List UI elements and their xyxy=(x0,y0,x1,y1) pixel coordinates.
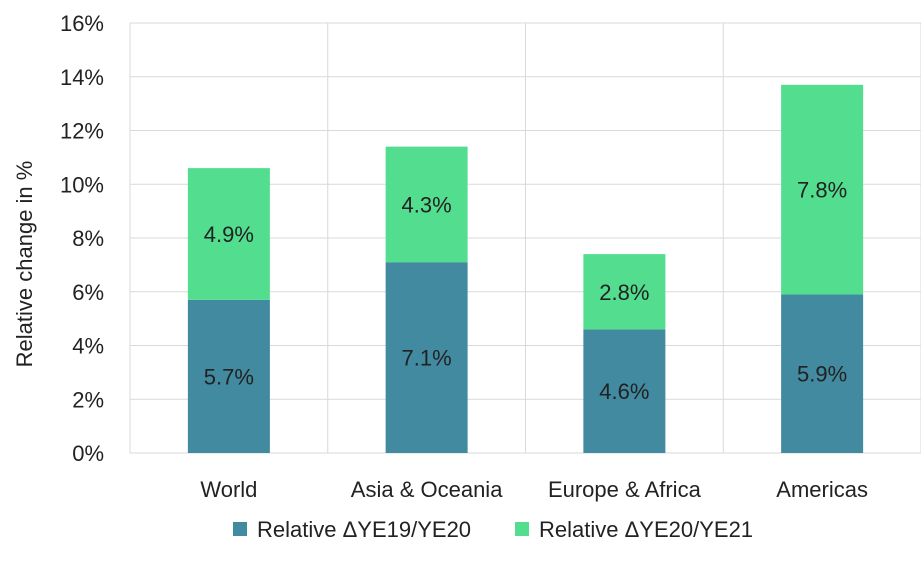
y-tick-label: 10% xyxy=(60,172,104,197)
bars xyxy=(187,84,864,453)
legend-swatch xyxy=(233,522,247,536)
x-category-label: Americas xyxy=(776,477,868,502)
legend: Relative ΔYE19/YE20 Relative ΔYE20/YE21 xyxy=(233,517,753,542)
bar-segment xyxy=(781,294,864,453)
legend-swatch xyxy=(515,522,529,536)
bar-data-label: 4.9% xyxy=(204,222,254,247)
bar-segment xyxy=(781,84,864,295)
bar-segment xyxy=(583,329,666,453)
x-category-label: Asia & Oceania xyxy=(351,477,503,502)
bar-data-label: 5.7% xyxy=(204,364,254,389)
bar-data-label: 7.8% xyxy=(797,178,847,203)
bar-segment xyxy=(187,168,270,300)
y-tick-label: 0% xyxy=(72,441,104,466)
y-tick-label: 2% xyxy=(72,387,104,412)
y-tick-label: 4% xyxy=(72,334,104,359)
bar-segment xyxy=(187,299,270,453)
bar-data-label: 2.8% xyxy=(599,280,649,305)
bar-data-label: 7.1% xyxy=(402,346,452,371)
y-tick-label: 12% xyxy=(60,119,104,144)
legend-label: Relative ΔYE19/YE20 xyxy=(257,517,471,542)
y-tick-label: 16% xyxy=(60,11,104,36)
data-labels: 5.7% 4.9% 7.1% 4.3% 4.6% 2.8% 5.9% 7.8% xyxy=(204,178,847,405)
bar-segment xyxy=(583,254,666,330)
bar-segment xyxy=(385,262,468,453)
x-axis-category-labels: World Asia & Oceania Europe & Africa Americ… xyxy=(200,477,868,502)
x-category-label: Europe & Africa xyxy=(548,477,702,502)
bar-data-label: 4.3% xyxy=(402,192,452,217)
x-category-label: World xyxy=(200,477,257,502)
bar-data-label: 5.9% xyxy=(797,362,847,387)
y-axis-title: Relative change in % xyxy=(12,161,37,368)
legend-label: Relative ΔYE20/YE21 xyxy=(539,517,753,542)
bar-data-label: 4.6% xyxy=(599,379,649,404)
y-tick-label: 14% xyxy=(60,65,104,90)
y-tick-label: 6% xyxy=(72,280,104,305)
y-tick-label: 8% xyxy=(72,226,104,251)
y-axis-tick-labels: 0% 2% 4% 6% 8% 10% 12% 14% 16% xyxy=(60,11,104,466)
bar-segment xyxy=(385,146,468,263)
